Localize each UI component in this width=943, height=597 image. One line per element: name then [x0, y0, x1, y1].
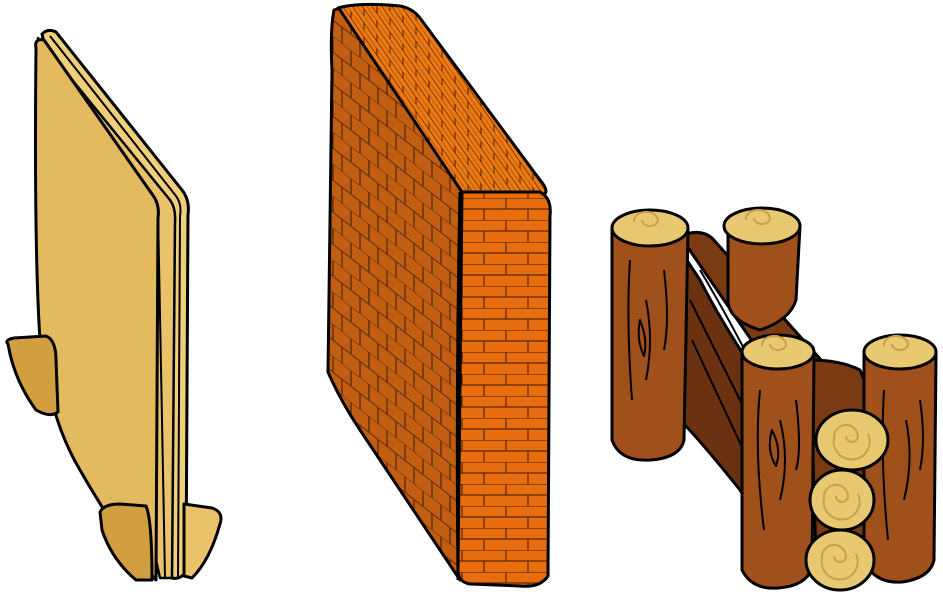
log-post-front-left: [740, 333, 816, 590]
log-end-middle: [808, 468, 876, 532]
log-wall: [610, 206, 938, 592]
brick-wall: [326, 2, 552, 588]
log-post-back-left: [610, 208, 690, 462]
log-post-back-right: [722, 206, 802, 332]
log-end-top: [814, 408, 890, 472]
log-end-bottom: [804, 528, 876, 592]
cardboard-wall: [5, 28, 223, 582]
log-post-front-right: [862, 333, 938, 584]
